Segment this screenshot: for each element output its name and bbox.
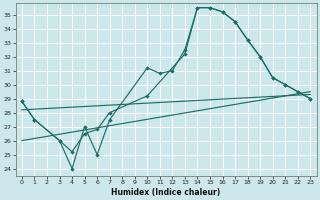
X-axis label: Humidex (Indice chaleur): Humidex (Indice chaleur) xyxy=(111,188,221,197)
